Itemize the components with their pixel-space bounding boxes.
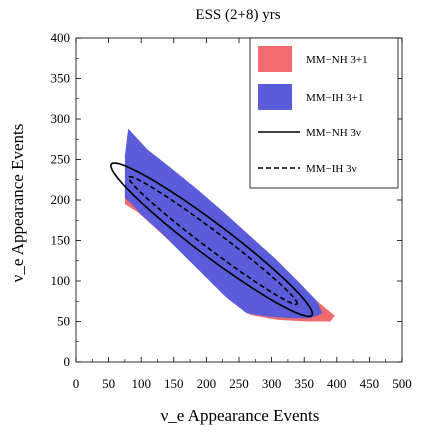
- x-tick-label: 300: [262, 376, 282, 391]
- x-tick-label: 500: [392, 376, 412, 391]
- x-tick-label: 200: [197, 376, 217, 391]
- x-tick-label: 350: [294, 376, 314, 391]
- y-tick-label: 400: [51, 30, 71, 45]
- chart-title: ESS (2+8) yrs: [195, 7, 280, 23]
- y-tick-label: 100: [51, 273, 71, 288]
- y-tick-label: 250: [51, 152, 71, 167]
- y-axis-ticks: 0 50 100 150 200 250 300 350 400: [51, 30, 402, 369]
- y-tick-label: 0: [64, 354, 71, 369]
- x-axis-label: ν_e Appearance Events: [161, 406, 320, 425]
- x-tick-label: 100: [131, 376, 151, 391]
- x-tick-label: 0: [73, 376, 80, 391]
- legend: MM−NH 3+1 MM−IH 3+1 MM−NH 3ν MM−IH 3ν: [249, 37, 399, 189]
- x-tick-label: 50: [102, 376, 115, 391]
- y-tick-label: 200: [51, 192, 71, 207]
- x-tick-label: 400: [327, 376, 347, 391]
- y-tick-label: 350: [51, 71, 71, 86]
- legend-label: MM−IH 3ν: [306, 163, 357, 175]
- x-tick-label: 250: [229, 376, 249, 391]
- y-tick-label: 50: [57, 314, 70, 329]
- x-tick-label: 150: [164, 376, 184, 391]
- x-axis-ticks: 0 50 100 150 200 250 300 350 400 450 500: [73, 38, 412, 391]
- legend-label: MM−NH 3+1: [306, 54, 368, 66]
- y-axis-label: ν_e Appearance Events: [8, 124, 27, 283]
- contour-mm-nh-3nu: [110, 162, 314, 318]
- legend-swatch: [258, 46, 292, 72]
- legend-label: MM−IH 3+1: [306, 92, 363, 104]
- legend-label: MM−NH 3ν: [306, 127, 361, 139]
- contour-mm-ih-3nu: [127, 175, 299, 306]
- y-tick-label: 300: [51, 111, 71, 126]
- legend-swatch: [258, 84, 292, 110]
- plot-contours: [110, 162, 314, 318]
- region-mm-ih-3plus1: [124, 128, 323, 319]
- x-tick-label: 450: [360, 376, 380, 391]
- y-tick-label: 150: [51, 233, 71, 248]
